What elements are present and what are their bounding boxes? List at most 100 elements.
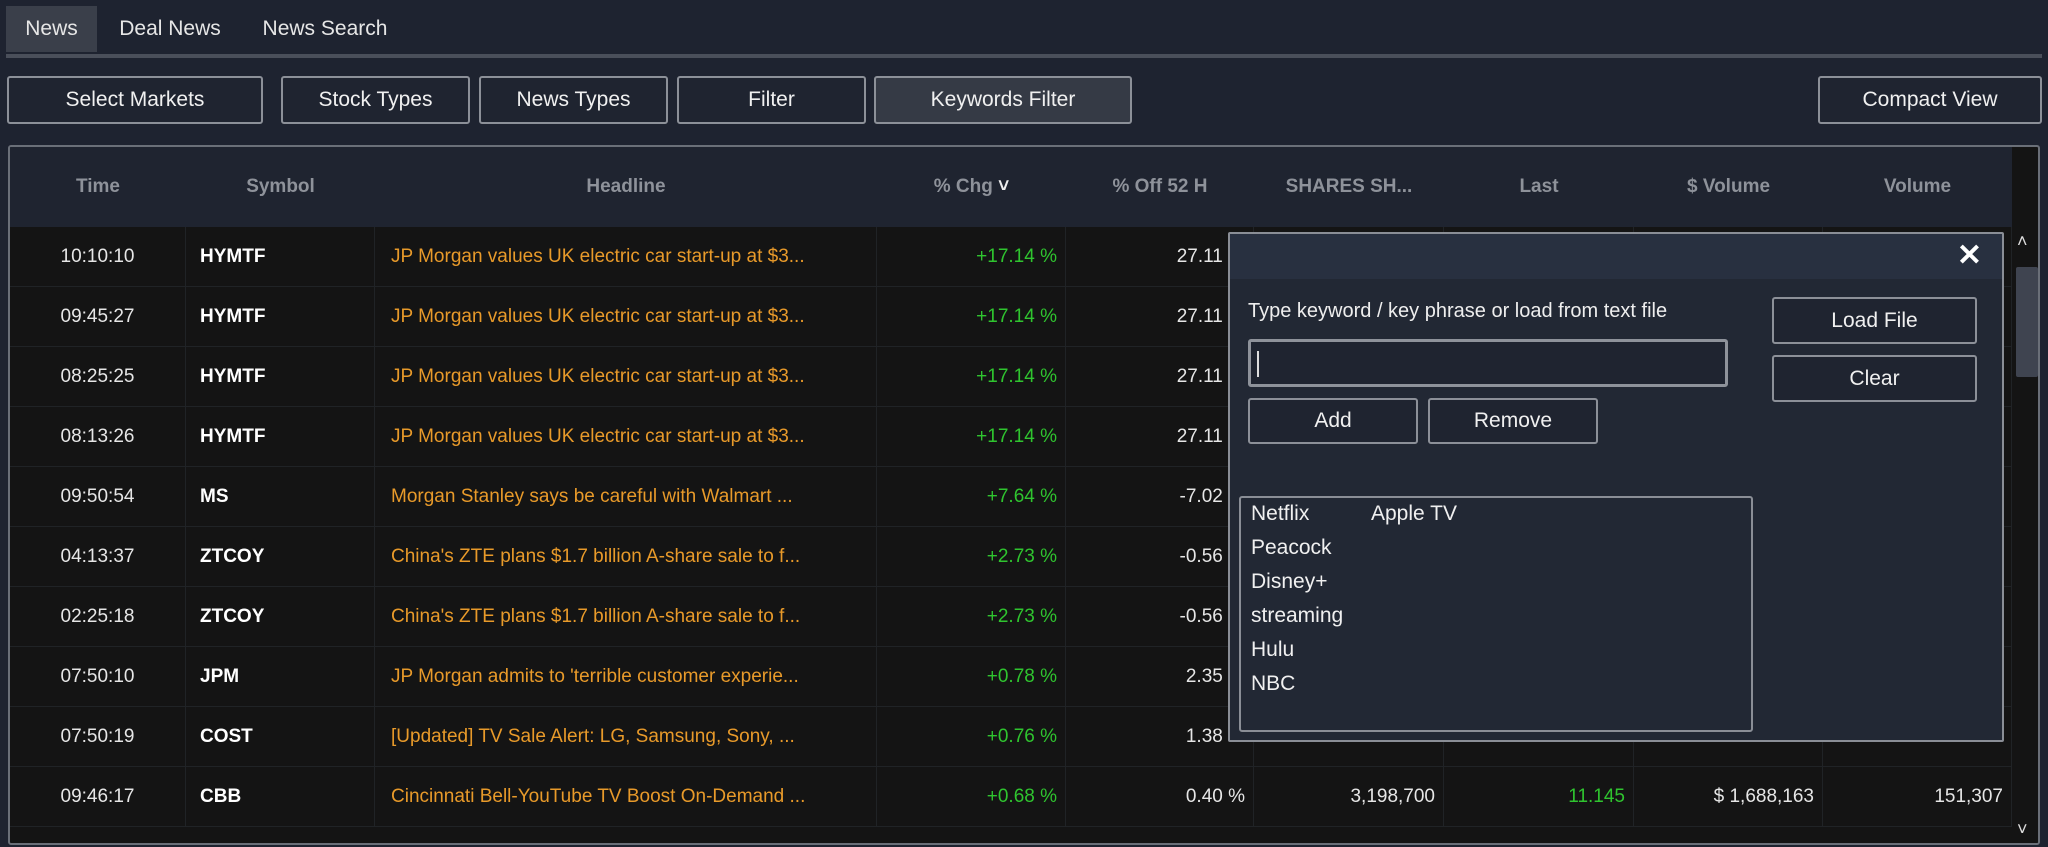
- column-header-4[interactable]: % Off 52 H: [1066, 147, 1254, 227]
- table-row[interactable]: 09:50:54 MS Morgan Stanley says be careful…: [10, 467, 2012, 527]
- cell-volume: [1823, 587, 2012, 647]
- table-row[interactable]: 09:46:17 CBB Cincinnati Bell-YouTube TV Bo…: [10, 767, 2012, 827]
- cell-volume: [1823, 227, 2012, 287]
- scroll-down-icon[interactable]: ˅: [2017, 819, 2028, 839]
- remove-button[interactable]: Remove: [1428, 398, 1598, 444]
- table-row[interactable]: 07:50:19 COST [Updated] TV Sale Alert: LG,…: [10, 707, 2012, 767]
- cell-pct-off-52h: 1.38 %: [1066, 707, 1254, 767]
- keyword-item[interactable]: streaming: [1251, 604, 1344, 627]
- column-header-label: Time: [75, 176, 120, 197]
- close-icon[interactable]: ✕: [1956, 239, 1982, 272]
- cell-pct-chg: +2.73 %: [877, 527, 1066, 587]
- cell-volume: 151,307: [1823, 767, 2012, 827]
- cell-pct-off-52h: -0.56 %: [1066, 527, 1254, 587]
- column-header-label: Last: [1519, 176, 1559, 197]
- cell-time: 07:50:10: [10, 647, 186, 707]
- cell-pct-off-52h: 27.11 %: [1066, 287, 1254, 347]
- keyword-item[interactable]: Disney+: [1251, 570, 1328, 593]
- cell-pct-chg: +0.76 %: [877, 707, 1066, 767]
- cell-pct-off-52h: -7.02 %: [1066, 467, 1254, 527]
- keyword-input[interactable]: [1248, 339, 1728, 387]
- cell-volume: [1823, 707, 2012, 767]
- cell-pct-off-52h: 0.40 %: [1066, 767, 1254, 827]
- table-row[interactable]: 04:13:37 ZTCOY China's ZTE plans $1.7 bill…: [10, 527, 2012, 587]
- cell-shares-short: 3,198,700: [1254, 767, 1444, 827]
- cell-time: 07:50:19: [10, 707, 186, 767]
- cell-symbol: COST: [186, 707, 375, 767]
- news-types-button[interactable]: News Types: [479, 76, 668, 124]
- cell-symbol: MS: [186, 467, 375, 527]
- keyword-item[interactable]: Apple TV: [1371, 502, 1457, 525]
- table-header: Time Symbol Headline % Chg ˅ % Off 52 H SHARE…: [10, 147, 2012, 227]
- cell-headline[interactable]: China's ZTE plans $1.7 billion A-share s…: [375, 527, 877, 587]
- cell-pct-chg: +17.14 %: [877, 227, 1066, 287]
- cell-pct-chg: +17.14 %: [877, 287, 1066, 347]
- cell-pct-chg: +0.68 %: [877, 767, 1066, 827]
- table-row[interactable]: 08:25:25 HYMTF JP Morgan values UK electri…: [10, 347, 2012, 407]
- add-button[interactable]: Add: [1248, 398, 1418, 444]
- vertical-scrollbar[interactable]: ˄ ˅: [2012, 227, 2038, 843]
- column-header-label: SHARES SH...: [1285, 176, 1413, 197]
- column-header-0[interactable]: Time: [10, 147, 186, 227]
- cell-time: 04:13:37: [10, 527, 186, 587]
- cell-headline[interactable]: JP Morgan values UK electric car start-u…: [375, 407, 877, 467]
- cell-volume: [1823, 347, 2012, 407]
- keyword-item[interactable]: NBC: [1251, 672, 1296, 695]
- cell-symbol: CBB: [186, 767, 375, 827]
- column-header-2[interactable]: Headline: [375, 147, 877, 227]
- cell-headline[interactable]: JP Morgan values UK electric car start-u…: [375, 347, 877, 407]
- keywords-list[interactable]: Netflix Peacock Disney+ streaming Hulu NBC App…: [1239, 496, 1753, 732]
- filter-button[interactable]: Filter: [677, 76, 866, 124]
- tab-news-search[interactable]: News Search: [262, 17, 388, 40]
- scrollbar-thumb[interactable]: [2016, 267, 2038, 377]
- table-row[interactable]: 10:10:10 HYMTF JP Morgan values UK electri…: [10, 227, 2012, 287]
- tab-news[interactable]: News: [6, 6, 97, 52]
- stock-types-button[interactable]: Stock Types: [281, 76, 470, 124]
- cell-headline[interactable]: JP Morgan values UK electric car start-u…: [375, 227, 877, 287]
- cell-time: 09:45:27: [10, 287, 186, 347]
- cell-pct-chg: +7.64 %: [877, 467, 1066, 527]
- cell-headline[interactable]: JP Morgan values UK electric car start-u…: [375, 287, 877, 347]
- cell-pct-chg: +0.78 %: [877, 647, 1066, 707]
- table-row[interactable]: 07:50:10 JPM JP Morgan admits to 'terrible…: [10, 647, 2012, 707]
- column-header-label: Headline: [586, 176, 666, 197]
- column-header-7[interactable]: $ Volume: [1634, 147, 1823, 227]
- load-file-button[interactable]: Load File: [1772, 297, 1977, 344]
- compact-view-button[interactable]: Compact View: [1818, 76, 2042, 124]
- cell-headline[interactable]: China's ZTE plans $1.7 billion A-share s…: [375, 587, 877, 647]
- text-cursor: [1257, 351, 1259, 377]
- cell-time: 10:10:10: [10, 227, 186, 287]
- keyword-item[interactable]: Hulu: [1251, 638, 1295, 661]
- keywords-filter-button[interactable]: Keywords Filter: [874, 76, 1132, 124]
- column-header-6[interactable]: Last: [1444, 147, 1634, 227]
- column-header-1[interactable]: Symbol: [186, 147, 375, 227]
- dialog-title-bar: ✕: [1230, 234, 2002, 279]
- cell-pct-off-52h: 27.11 %: [1066, 407, 1254, 467]
- cell-pct-off-52h: 27.11 %: [1066, 347, 1254, 407]
- cell-pct-chg: +2.73 %: [877, 587, 1066, 647]
- cell-pct-chg: +17.14 %: [877, 347, 1066, 407]
- keyword-item[interactable]: Netflix: [1251, 502, 1310, 525]
- cell-headline[interactable]: JP Morgan admits to 'terrible customer e…: [375, 647, 877, 707]
- cell-headline[interactable]: Morgan Stanley says be careful with Walm…: [375, 467, 877, 527]
- cell-volume: [1823, 647, 2012, 707]
- keyword-item[interactable]: Peacock: [1251, 536, 1332, 559]
- column-header-label: Symbol: [246, 176, 315, 197]
- cell-headline[interactable]: Cincinnati Bell-YouTube TV Boost On-Dema…: [375, 767, 877, 827]
- tab-deal-news[interactable]: Deal News: [119, 17, 221, 40]
- table-row[interactable]: 08:13:26 HYMTF JP Morgan values UK electri…: [10, 407, 2012, 467]
- column-header-5[interactable]: SHARES SH...: [1254, 147, 1444, 227]
- cell-pct-off-52h: -0.56 %: [1066, 587, 1254, 647]
- cell-headline[interactable]: [Updated] TV Sale Alert: LG, Samsung, So…: [375, 707, 877, 767]
- cell-symbol: HYMTF: [186, 407, 375, 467]
- scroll-up-icon[interactable]: ˄: [2017, 231, 2028, 251]
- clear-button[interactable]: Clear: [1772, 355, 1977, 402]
- select-markets-button[interactable]: Select Markets: [7, 76, 263, 124]
- column-header-8[interactable]: Volume: [1823, 147, 2012, 227]
- cell-symbol: ZTCOY: [186, 527, 375, 587]
- cell-volume: [1823, 527, 2012, 587]
- cell-volume: [1823, 467, 2012, 527]
- cell-symbol: HYMTF: [186, 287, 375, 347]
- column-header-label: % Off 52 H: [1112, 176, 1208, 197]
- column-header-3[interactable]: % Chg ˅: [877, 147, 1066, 227]
